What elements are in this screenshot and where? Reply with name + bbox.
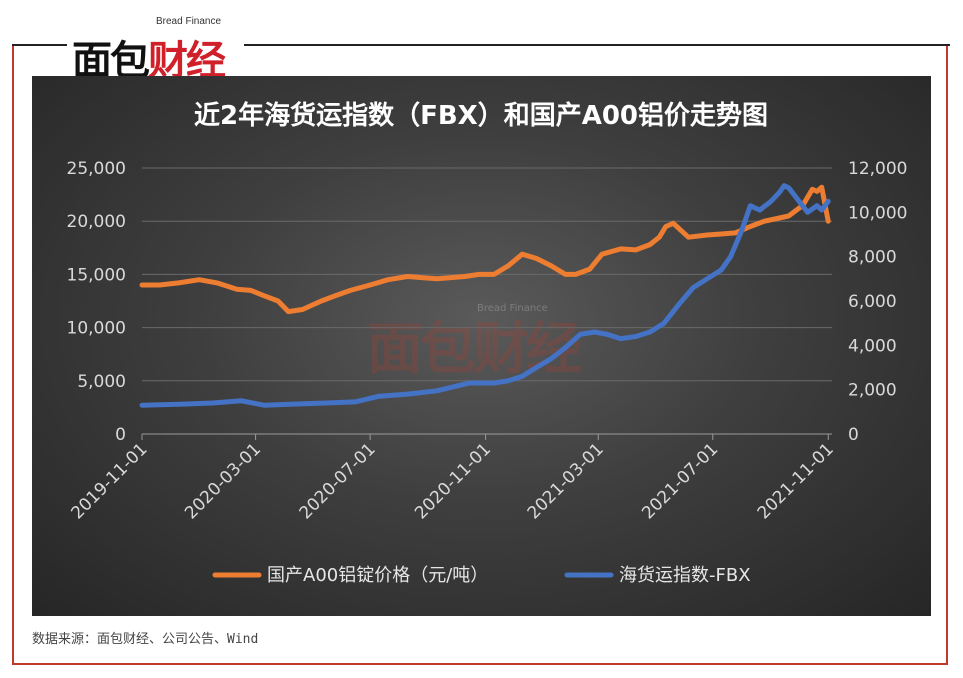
chart-panel: 近2年海货运指数（FBX）和国产A00铝价走势图 Bread Finance 面… <box>32 76 931 616</box>
x-tick-label: 2020-03-01 <box>181 439 265 523</box>
brand-logo: Bread Finance 面包财经 <box>70 16 245 84</box>
chart-title: 近2年海货运指数（FBX）和国产A00铝价走势图 <box>194 100 768 131</box>
x-tick-label: 2021-07-01 <box>638 439 722 523</box>
header-rule-right <box>244 44 950 46</box>
y-right-tick-label: 0 <box>848 425 859 445</box>
y-axis-left: 0 5,000 10,000 15,000 20,000 25,000 <box>67 159 126 445</box>
watermark-cn: 面包财经 <box>367 317 582 382</box>
watermark-en: Bread Finance <box>477 303 548 314</box>
y-left-tick-label: 25,000 <box>67 159 126 179</box>
y-right-tick-label: 12,000 <box>848 159 907 179</box>
series-line-aluminum-price <box>139 184 831 315</box>
y-right-tick-label: 2,000 <box>848 381 897 401</box>
watermark: Bread Finance 面包财经 <box>367 303 585 382</box>
y-left-tick-label: 0 <box>115 425 126 445</box>
y-right-tick-label: 6,000 <box>848 292 897 312</box>
series-line-fbx <box>139 183 831 408</box>
border-frame <box>12 45 948 665</box>
x-tick-label: 2020-07-01 <box>296 439 380 523</box>
y-right-tick-label: 4,000 <box>848 336 897 356</box>
y-left-tick-label: 15,000 <box>67 265 126 285</box>
legend-label: 国产A00铝锭价格（元/吨） <box>267 565 488 586</box>
x-tick-label: 2021-11-01 <box>754 439 838 523</box>
y-left-tick-label: 20,000 <box>67 212 126 232</box>
y-left-tick-label: 10,000 <box>67 319 126 339</box>
source-note: 数据来源：面包财经、公司公告、Wind <box>32 632 259 647</box>
legend-label: 海货运指数-FBX <box>619 565 751 586</box>
y-axis-right: 0 2,000 4,000 6,000 8,000 10,000 12,000 <box>848 159 907 445</box>
x-tick-label: 2019-11-01 <box>68 439 152 523</box>
y-left-tick-label: 5,000 <box>77 372 126 392</box>
series-lines <box>139 183 831 408</box>
y-right-tick-label: 10,000 <box>848 203 907 223</box>
header-rule-left <box>12 44 67 46</box>
chart-svg: 近2年海货运指数（FBX）和国产A00铝价走势图 Bread Finance 面… <box>67 100 908 586</box>
brand-name-cn: 面包财经 <box>72 28 226 86</box>
brand-name-en: Bread Finance <box>156 16 222 27</box>
legend: 国产A00铝锭价格（元/吨） 海货运指数-FBX <box>212 565 751 586</box>
x-axis: 2019-11-01 2020-03-01 2020-07-01 2020-11-01… <box>68 433 838 523</box>
x-tick-label: 2021-03-01 <box>524 439 608 523</box>
x-tick-label: 2020-11-01 <box>411 439 495 523</box>
y-right-tick-label: 8,000 <box>848 248 897 268</box>
